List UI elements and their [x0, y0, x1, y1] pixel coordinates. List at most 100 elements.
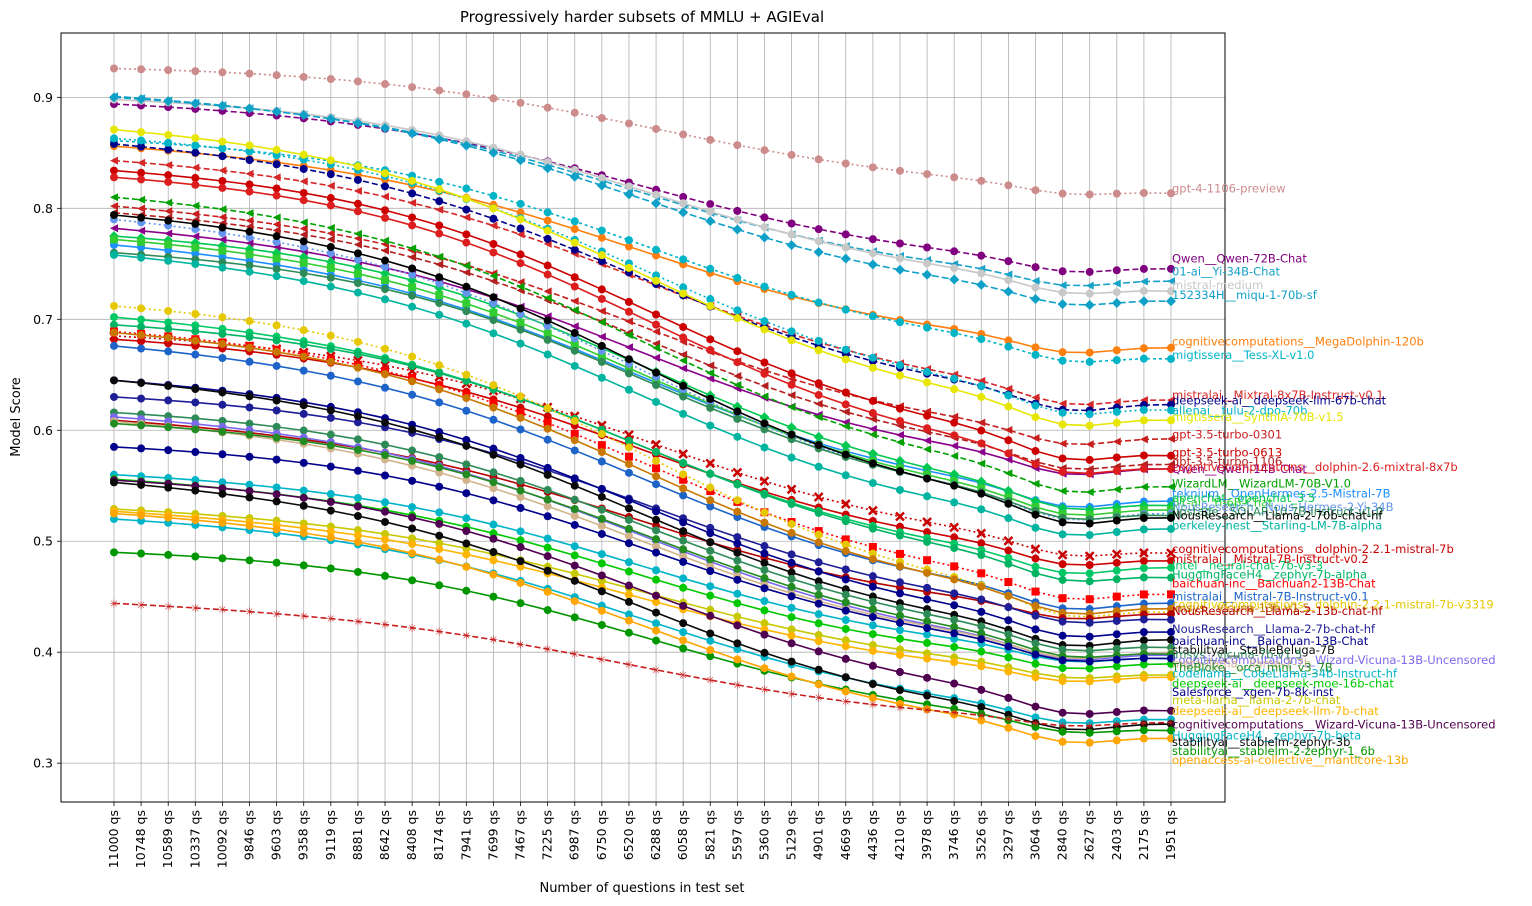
data-point — [326, 506, 335, 515]
data-point — [353, 363, 362, 372]
data-point — [462, 394, 471, 403]
data-point — [706, 555, 715, 564]
data-point — [435, 273, 444, 282]
data-point — [1112, 717, 1121, 726]
data-point — [841, 615, 850, 624]
data-point — [543, 350, 552, 359]
data-point — [516, 282, 525, 291]
data-point — [272, 483, 281, 492]
data-point — [381, 206, 390, 215]
data-point — [624, 581, 633, 590]
data-point — [1085, 455, 1094, 464]
data-point — [597, 373, 606, 382]
data-point — [110, 125, 118, 134]
data-point — [679, 583, 688, 592]
data-point — [733, 507, 742, 516]
data-point — [1139, 734, 1148, 743]
data-point — [435, 221, 444, 230]
data-point — [733, 273, 742, 282]
data-point — [543, 418, 552, 427]
data-point — [1112, 675, 1121, 684]
data-point — [895, 404, 904, 413]
data-point — [570, 520, 579, 529]
data-point — [624, 515, 633, 524]
data-point — [218, 427, 227, 436]
data-point — [922, 517, 932, 527]
data-point — [1112, 575, 1121, 584]
data-point — [679, 199, 688, 208]
data-point — [110, 478, 118, 487]
data-point — [408, 221, 417, 230]
data-point — [245, 261, 254, 270]
series-end-label: mistralai__Mistral-7B-Instruct-v0.1 — [1172, 590, 1369, 604]
data-point — [299, 493, 308, 502]
data-point: ✳ — [977, 709, 986, 722]
x-tick-label: 8642 qs — [377, 810, 392, 860]
data-point — [110, 419, 118, 428]
series-end-label: mistralai__Mistral-7B-Instruct-v0.2 — [1172, 552, 1369, 566]
data-point — [299, 458, 308, 467]
data-point — [353, 186, 362, 195]
data-point — [1030, 544, 1041, 554]
data-point — [326, 357, 335, 366]
data-point — [218, 258, 227, 267]
data-point — [164, 177, 173, 186]
data-point — [624, 524, 633, 533]
data-point — [1139, 636, 1148, 645]
data-point — [1139, 464, 1148, 473]
data-point — [597, 550, 606, 559]
data-point — [543, 606, 552, 615]
data-point — [218, 205, 227, 214]
data-point — [326, 344, 335, 353]
data-point — [353, 240, 362, 249]
data-point — [245, 69, 254, 78]
data-point — [1112, 437, 1121, 446]
data-point — [597, 505, 606, 514]
data-point — [462, 282, 471, 291]
data-point: ✳ — [218, 604, 227, 617]
data-point — [1085, 657, 1094, 666]
data-point — [787, 290, 796, 299]
data-point — [949, 522, 960, 533]
data-point — [624, 460, 633, 469]
data-point — [191, 173, 200, 182]
data-point — [326, 527, 335, 536]
data-point — [543, 226, 552, 235]
series-line — [113, 145, 1172, 354]
data-point — [597, 457, 606, 466]
data-point — [679, 574, 688, 583]
data-point — [326, 170, 335, 179]
data-point — [1004, 723, 1013, 732]
data-point — [814, 680, 823, 689]
data-point — [164, 318, 173, 327]
data-point — [895, 634, 904, 643]
series-end-label: NousResearch__Llama-2-70b-chat-hf — [1172, 509, 1383, 523]
series — [110, 376, 1175, 650]
data-point — [841, 687, 850, 696]
data-point — [543, 534, 552, 543]
data-point — [923, 617, 932, 626]
data-point — [1085, 632, 1094, 641]
data-point — [1167, 563, 1175, 572]
data-point — [1004, 469, 1013, 478]
series-line — [113, 244, 1172, 508]
data-point — [1167, 343, 1175, 352]
data-point — [706, 200, 715, 209]
data-point — [1031, 276, 1040, 285]
data-point — [868, 597, 877, 606]
data-point — [1058, 189, 1067, 198]
data-point — [760, 223, 769, 232]
data-point — [841, 642, 850, 651]
data-point — [326, 249, 335, 258]
data-point — [326, 406, 335, 415]
data-point — [1058, 737, 1067, 746]
data-point — [516, 476, 525, 485]
series — [110, 509, 1175, 747]
data-point — [245, 147, 254, 156]
data-point — [706, 361, 715, 370]
data-point — [950, 374, 959, 383]
data-point — [895, 699, 904, 708]
data-point — [977, 176, 986, 185]
y-tick-label: 0.5 — [33, 534, 53, 549]
data-point: ✳ — [895, 701, 904, 714]
